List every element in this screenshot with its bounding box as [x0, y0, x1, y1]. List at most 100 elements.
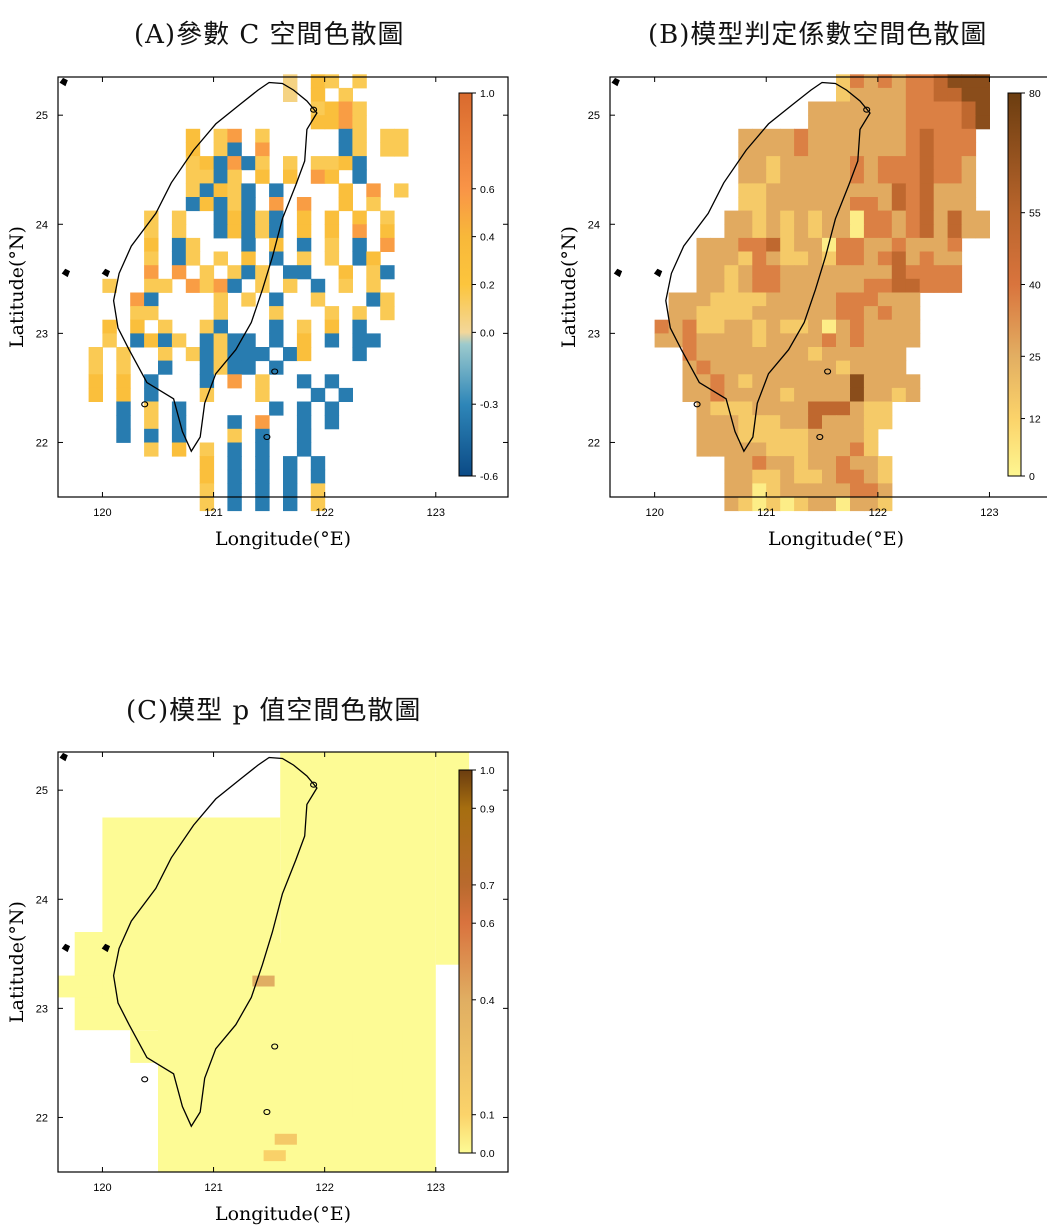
- heatmap-cell: [850, 237, 865, 252]
- heatmap-cell: [794, 442, 809, 457]
- heatmap-cell: [199, 319, 215, 334]
- heatmap-cell: [961, 183, 977, 198]
- heatmap-cell: [836, 265, 851, 280]
- heatmap-cell: [822, 183, 837, 198]
- heatmap-cell: [144, 333, 159, 348]
- heatmap-cell: [766, 483, 781, 498]
- heatmap-cell: [947, 156, 963, 171]
- heatmap-cell: [324, 115, 340, 130]
- coast-fragment: [613, 268, 623, 278]
- heatmap-cell: [738, 265, 753, 280]
- panel-a-title: (A)參數 C 空間色散圖: [134, 20, 405, 50]
- heatmap-cell: [283, 497, 298, 512]
- heatmap-cell: [877, 115, 893, 130]
- heatmap-cell: [199, 442, 215, 457]
- heatmap-cell: [766, 292, 781, 307]
- heatmap-cell: [366, 197, 381, 212]
- heatmap-cell: [710, 278, 725, 293]
- heatmap-cell: [822, 360, 837, 375]
- heatmap-cell: [696, 319, 711, 334]
- heatmap-cell: [919, 142, 935, 157]
- heatmap-cell: [710, 442, 725, 457]
- heatmap-cell: [947, 265, 963, 280]
- heatmap-cell: [185, 347, 201, 362]
- heatmap-cell: [863, 169, 879, 184]
- heatmap-cell: [682, 306, 697, 321]
- heatmap-cell: [324, 169, 340, 184]
- heatmap-cell: [836, 387, 851, 402]
- heatmap-cell: [682, 333, 697, 348]
- colorbar-tick-label: 0.6: [480, 918, 495, 930]
- heatmap-cell: [794, 210, 809, 225]
- heatmap-cell: [836, 442, 851, 457]
- heatmap-cell: [891, 128, 907, 143]
- heatmap-cell: [710, 374, 725, 389]
- coast-fragment: [59, 752, 68, 762]
- heatmap-cell: [808, 347, 823, 362]
- heatmap-cell: [808, 197, 823, 212]
- heatmap-cell: [891, 224, 907, 239]
- heatmap-cell: [255, 483, 270, 498]
- heatmap-cell: [961, 169, 977, 184]
- heatmap-cell: [877, 387, 893, 402]
- y-tick-label: 23: [588, 328, 600, 340]
- heatmap-cell: [822, 319, 837, 334]
- heatmap-cell: [891, 237, 907, 252]
- heatmap-cell: [380, 224, 395, 239]
- heatmap-cell: [227, 374, 242, 389]
- heatmap-cell: [822, 483, 837, 498]
- heatmap-cell: [752, 428, 767, 443]
- heatmap-cell: [919, 224, 935, 239]
- heatmap-cell: [877, 306, 893, 321]
- heatmap-cell: [213, 319, 228, 334]
- heatmap-cell: [836, 87, 851, 102]
- heatmap-cell: [710, 306, 725, 321]
- heatmap-cell: [808, 251, 823, 266]
- heatmap-cell: [850, 224, 865, 239]
- colorbar-tick-label: 55: [1029, 208, 1041, 220]
- heatmap-cell: [310, 169, 326, 184]
- heatmap-cell: [794, 156, 809, 171]
- heatmap-cell: [338, 115, 353, 130]
- heatmap-cell: [794, 360, 809, 375]
- heatmap-cell: [199, 265, 215, 280]
- heatmap-cell: [185, 251, 201, 266]
- heatmap-cell: [296, 319, 312, 334]
- heatmap-cell: [738, 360, 753, 375]
- heatmap-cell: [185, 183, 201, 198]
- heatmap-cell: [213, 183, 228, 198]
- heatmap-cell: [130, 292, 145, 307]
- heatmap-cell: [808, 292, 823, 307]
- heatmap-cell: [933, 278, 949, 293]
- heatmap-cell: [933, 142, 949, 157]
- heatmap-cell: [808, 360, 823, 375]
- heatmap-cell: [766, 210, 781, 225]
- y-tick-label: 25: [36, 785, 48, 797]
- heatmap-cell: [836, 237, 851, 252]
- heatmap-cell: [836, 401, 851, 416]
- island: [310, 781, 318, 788]
- heatmap-cell: [185, 169, 201, 184]
- heatmap-cell: [380, 142, 395, 157]
- heatmap-cell: [891, 347, 907, 362]
- heatmap-cell: [836, 183, 851, 198]
- heatmap-cell: [961, 224, 977, 239]
- heatmap-cell: [144, 251, 159, 266]
- heatmap-cell: [752, 483, 767, 498]
- heatmap-cell: [310, 456, 326, 471]
- heatmap-cell: [794, 169, 809, 184]
- heatmap-cell: [891, 360, 907, 375]
- heatmap-cell: [766, 374, 781, 389]
- heatmap-cell: [752, 169, 767, 184]
- heatmap-cell: [366, 251, 381, 266]
- heatmap-cell: [919, 278, 935, 293]
- heatmap-cell: [227, 360, 242, 375]
- heatmap-cell: [269, 292, 284, 307]
- heatmap-cell: [283, 169, 298, 184]
- heatmap-cell: [863, 333, 879, 348]
- x-tick-label: 120: [93, 1182, 111, 1194]
- heatmap-cell: [794, 428, 809, 443]
- heatmap-cell: [102, 333, 117, 348]
- heatmap-cell: [863, 483, 879, 498]
- x-tick-label: 123: [427, 507, 445, 519]
